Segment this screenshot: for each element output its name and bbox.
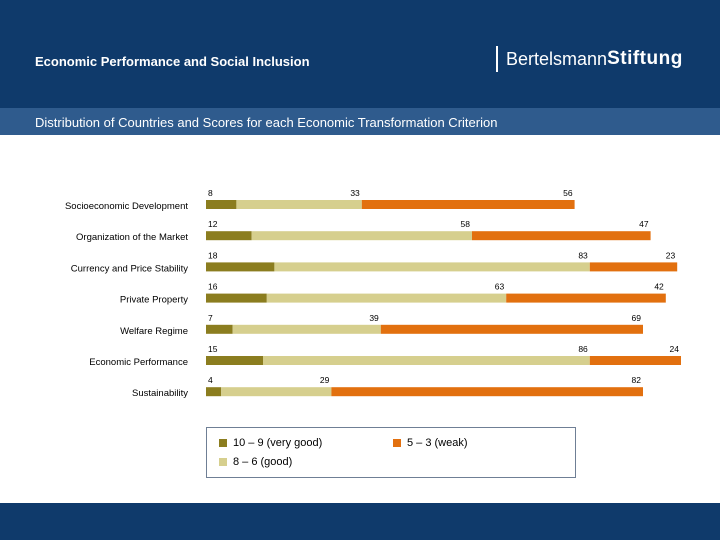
category-label-organization-of-the-market: Organization of the Market [76, 232, 188, 243]
brand-logo: Bertelsmann Stiftung [496, 46, 683, 72]
value-label-economic-performance-series-0: 15 [208, 344, 218, 354]
value-label-sustainability-series-0: 4 [208, 375, 213, 385]
value-label-organization-of-the-market-series-0: 12 [208, 219, 218, 229]
bar-economic-performance-series-2 [589, 356, 681, 365]
value-label-socioeconomic-development-series-1: 33 [350, 188, 360, 198]
bar-private-property-series-1 [266, 293, 507, 303]
value-label-economic-performance-series-1: 86 [578, 344, 588, 354]
bar-currency-and-price-stability-series-0 [206, 262, 275, 272]
bar-private-property-series-2 [506, 293, 666, 303]
value-label-private-property-series-2: 42 [654, 282, 664, 292]
category-label-economic-performance: Economic Performance [89, 357, 188, 368]
legend-swatch-good [219, 458, 227, 466]
value-label-sustainability-series-1: 29 [320, 375, 330, 385]
value-label-currency-and-price-stability-series-2: 23 [666, 250, 676, 260]
value-label-economic-performance-series-2: 24 [670, 344, 680, 354]
bar-socioeconomic-development-series-2 [361, 200, 575, 209]
subheader-band [0, 108, 720, 135]
bar-socioeconomic-development-series-0 [206, 200, 237, 209]
bar-welfare-regime-series-0 [206, 324, 233, 334]
bar-organization-of-the-market-series-1 [251, 231, 472, 241]
legend-swatch-very-good [219, 439, 227, 447]
value-label-socioeconomic-development-series-0: 8 [208, 188, 213, 198]
bar-economic-performance-series-1 [263, 356, 590, 365]
value-label-organization-of-the-market-series-1: 58 [461, 219, 471, 229]
bar-economic-performance-series-0 [206, 356, 263, 365]
value-label-organization-of-the-market-series-2: 47 [639, 219, 649, 229]
value-label-welfare-regime-series-2: 69 [632, 313, 642, 323]
bar-currency-and-price-stability-series-2 [589, 262, 678, 272]
value-label-private-property-series-0: 16 [208, 282, 218, 292]
bar-private-property-series-0 [206, 293, 267, 303]
value-label-sustainability-series-2: 82 [632, 375, 642, 385]
legend-label-weak: 5 – 3 (weak) [407, 437, 468, 449]
bar-sustainability-series-0 [206, 387, 222, 397]
bar-currency-and-price-stability-series-1 [274, 262, 590, 272]
category-label-currency-and-price-stability: Currency and Price Stability [71, 263, 188, 274]
chart-subtitle: Distribution of Countries and Scores for… [35, 115, 498, 130]
value-label-private-property-series-1: 63 [495, 282, 505, 292]
footer-band [0, 503, 720, 540]
legend-item-weak: 5 – 3 (weak) [393, 437, 468, 449]
category-label-sustainability: Sustainability [132, 388, 188, 399]
bar-sustainability-series-2 [331, 387, 643, 397]
bar-welfare-regime-series-1 [232, 324, 381, 334]
category-label-socioeconomic-development: Socioeconomic Development [65, 201, 188, 212]
chart-legend: 10 – 9 (very good) 8 – 6 (good) 5 – 3 (w… [206, 427, 576, 478]
legend-label-good: 8 – 6 (good) [233, 456, 293, 468]
brand-divider [496, 46, 498, 72]
bar-sustainability-series-1 [221, 387, 332, 397]
value-label-socioeconomic-development-series-2: 56 [563, 188, 573, 198]
legend-item-good: 8 – 6 (good) [219, 456, 292, 468]
value-label-currency-and-price-stability-series-0: 18 [208, 250, 218, 260]
legend-item-very-good: 10 – 9 (very good) [219, 437, 322, 449]
brand-name-regular: Bertelsmann [506, 48, 608, 69]
brand-name-bold: Stiftung [607, 48, 683, 69]
bar-socioeconomic-development-series-1 [236, 200, 362, 209]
category-label-welfare-regime: Welfare Regime [120, 326, 188, 337]
bar-organization-of-the-market-series-0 [206, 231, 252, 241]
legend-label-very-good: 10 – 9 (very good) [233, 437, 323, 449]
value-label-currency-and-price-stability-series-1: 83 [578, 250, 588, 260]
legend-swatch-weak [393, 439, 401, 447]
bar-organization-of-the-market-series-2 [472, 231, 651, 241]
value-label-welfare-regime-series-1: 39 [369, 313, 379, 323]
page-title: Economic Performance and Social Inclusio… [35, 54, 310, 69]
bar-welfare-regime-series-2 [380, 324, 643, 334]
header-band [0, 0, 720, 108]
value-label-welfare-regime-series-0: 7 [208, 313, 213, 323]
category-label-private-property: Private Property [120, 295, 188, 306]
